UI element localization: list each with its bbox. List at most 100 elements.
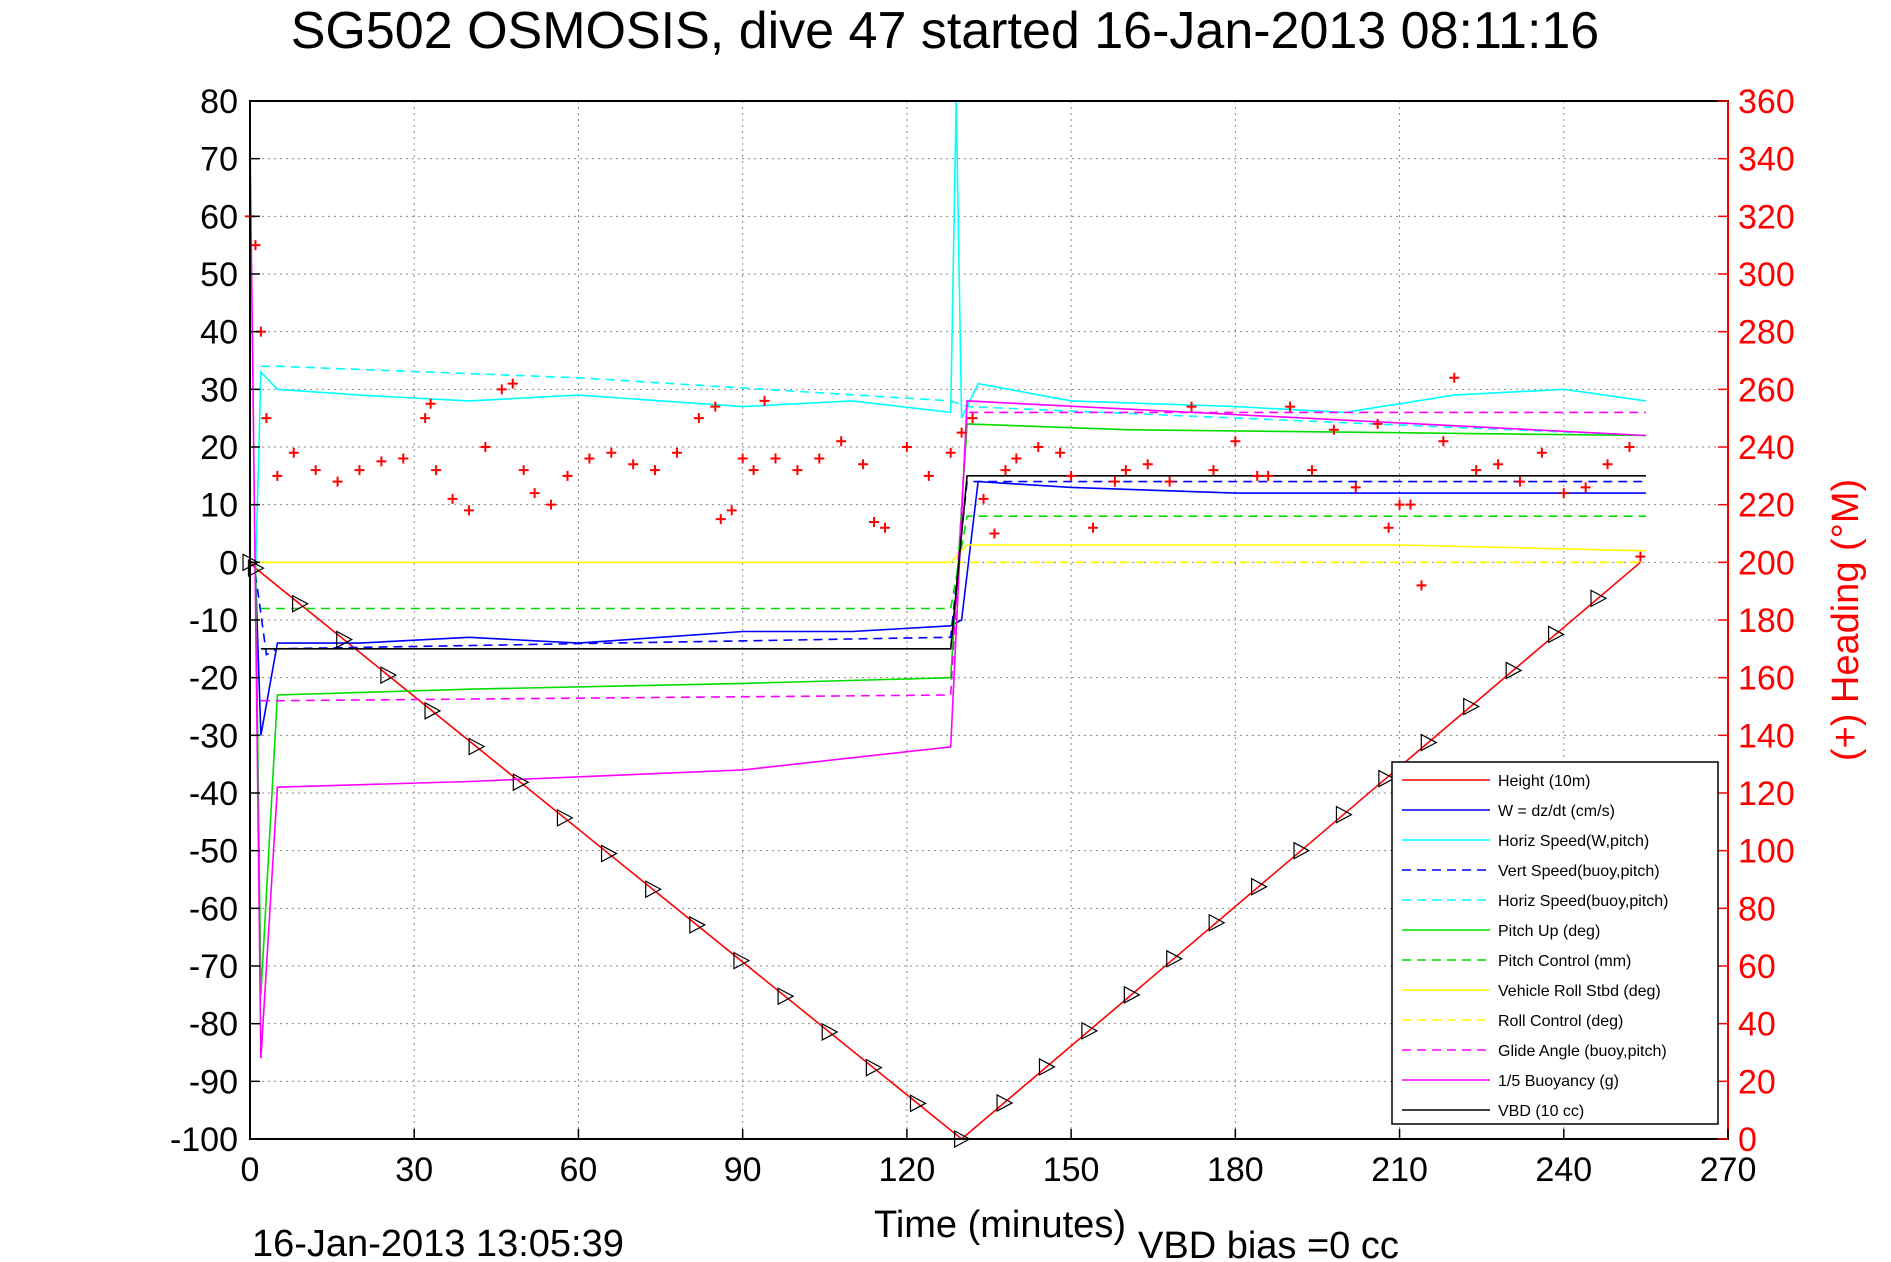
heading-point bbox=[1109, 476, 1120, 487]
heading-point bbox=[261, 413, 272, 424]
series-line-w-dz-dt-cm-s bbox=[254, 480, 1646, 736]
y2-tick-label: 300 bbox=[1738, 256, 1795, 294]
heading-point bbox=[1536, 447, 1547, 458]
heading-point bbox=[1350, 482, 1361, 493]
heading-point bbox=[710, 401, 721, 412]
y-tick-label: -70 bbox=[189, 948, 238, 986]
x-tick-label: 30 bbox=[395, 1151, 433, 1189]
heading-point bbox=[671, 447, 682, 458]
heading-point bbox=[1558, 488, 1569, 499]
depth-marker bbox=[821, 1022, 839, 1041]
heading-point bbox=[1230, 436, 1241, 447]
footer-timestamp: 16-Jan-2013 13:05:39 bbox=[252, 1223, 624, 1262]
depth-marker bbox=[247, 559, 265, 578]
heading-point bbox=[967, 413, 978, 424]
heading-point bbox=[759, 395, 770, 406]
depth-marker bbox=[1166, 949, 1184, 968]
y2-tick-label: 60 bbox=[1738, 948, 1776, 986]
x-tick-label: 0 bbox=[241, 1151, 260, 1189]
legend-label: W = dz/dt (cm/s) bbox=[1498, 803, 1615, 820]
heading-point bbox=[447, 493, 458, 504]
heading-point bbox=[836, 436, 847, 447]
heading-point bbox=[1186, 401, 1197, 412]
heading-point bbox=[726, 505, 737, 516]
y-tick-label: -100 bbox=[170, 1121, 238, 1159]
y2-axis-label: (+) Heading (°M) bbox=[1825, 479, 1867, 761]
x-tick-label: 270 bbox=[1700, 1151, 1757, 1189]
y2-tick-label: 160 bbox=[1738, 660, 1795, 698]
y-tick-label: -80 bbox=[189, 1006, 238, 1044]
heading-point bbox=[737, 453, 748, 464]
heading-point bbox=[1164, 476, 1175, 487]
depth-marker bbox=[733, 951, 751, 970]
depth-marker bbox=[1208, 913, 1226, 932]
heading-point bbox=[1000, 465, 1011, 476]
y-tick-label: 30 bbox=[200, 371, 238, 409]
heading-point bbox=[869, 516, 880, 527]
heading-point bbox=[463, 505, 474, 516]
heading-point bbox=[879, 522, 890, 533]
y2-tick-label: 320 bbox=[1738, 198, 1795, 236]
heading-point bbox=[1066, 470, 1077, 481]
y2-tick-label: 20 bbox=[1738, 1063, 1776, 1101]
depth-marker bbox=[512, 773, 530, 792]
series-line-pitch-control-mm bbox=[260, 515, 1646, 610]
y2-tick-label: 80 bbox=[1738, 890, 1776, 928]
depth-marker bbox=[424, 701, 442, 720]
heading-point bbox=[901, 442, 912, 452]
y-tick-label: -20 bbox=[189, 660, 238, 698]
y-tick-label: 80 bbox=[200, 83, 238, 121]
depth-marker bbox=[1547, 625, 1565, 644]
heading-point bbox=[425, 398, 436, 409]
heading-point bbox=[715, 514, 726, 525]
heading-point bbox=[1405, 499, 1416, 510]
y-tick-label: -10 bbox=[189, 602, 238, 640]
x-axis-label: Time (minutes) bbox=[874, 1204, 1126, 1246]
depth-marker bbox=[1590, 589, 1608, 608]
heading-point bbox=[978, 493, 989, 504]
heading-point bbox=[480, 442, 491, 452]
heading-point bbox=[1514, 476, 1525, 487]
y2-tick-label: 120 bbox=[1738, 775, 1795, 813]
y-axis-ticks: 80 70 60 50 40 30 20 10 0 -10 -20 -30 -40 -50 -60 -70 -8… bbox=[170, 83, 260, 1159]
heading-point bbox=[1471, 465, 1482, 476]
heading-point bbox=[1394, 499, 1405, 510]
heading-point bbox=[945, 447, 956, 458]
series-line-horiz-speed-w-pitch bbox=[254, 100, 1647, 574]
x-tick-label: 180 bbox=[1207, 1151, 1264, 1189]
depth-marker bbox=[468, 737, 486, 756]
y-tick-label: 20 bbox=[200, 429, 238, 467]
x-axis-ticks: 0 30 60 90 120 150 180 210 240 270 bbox=[241, 1129, 1757, 1189]
depth-marker bbox=[1123, 985, 1141, 1004]
x-tick-label: 210 bbox=[1371, 1151, 1428, 1189]
x-tick-label: 150 bbox=[1043, 1151, 1100, 1189]
heading-point bbox=[288, 447, 299, 458]
heading-point bbox=[1120, 465, 1131, 476]
heading-point bbox=[272, 470, 283, 481]
y-tick-label: 40 bbox=[200, 314, 238, 352]
legend: Height (10m) W = dz/dt (cm/s) Horiz Speed(… bbox=[1391, 761, 1719, 1125]
heading-point bbox=[1372, 418, 1383, 429]
y2-tick-label: 40 bbox=[1738, 1006, 1776, 1044]
heading-point bbox=[1088, 522, 1099, 533]
legend-label: Roll Control (deg) bbox=[1498, 1013, 1623, 1030]
heading-point bbox=[507, 378, 518, 389]
heading-point bbox=[923, 470, 934, 481]
heading-point bbox=[770, 453, 781, 464]
heading-point bbox=[748, 465, 759, 476]
y2-tick-label: 100 bbox=[1738, 833, 1795, 871]
y2-tick-label: 180 bbox=[1738, 602, 1795, 640]
legend-box bbox=[1391, 761, 1719, 1125]
legend-label: Height (10m) bbox=[1498, 773, 1590, 790]
depth-marker bbox=[1293, 841, 1311, 860]
depth-marker bbox=[909, 1094, 927, 1113]
depth-marker bbox=[996, 1093, 1014, 1112]
depth-marker bbox=[777, 987, 795, 1006]
y-tick-label: -40 bbox=[189, 775, 238, 813]
y2-tick-label: 220 bbox=[1738, 487, 1795, 525]
y-tick-label: 10 bbox=[200, 487, 238, 525]
heading-point bbox=[546, 499, 557, 510]
depth-marker bbox=[1335, 805, 1353, 824]
depth-marker bbox=[1378, 769, 1396, 788]
depth-marker bbox=[689, 915, 707, 934]
